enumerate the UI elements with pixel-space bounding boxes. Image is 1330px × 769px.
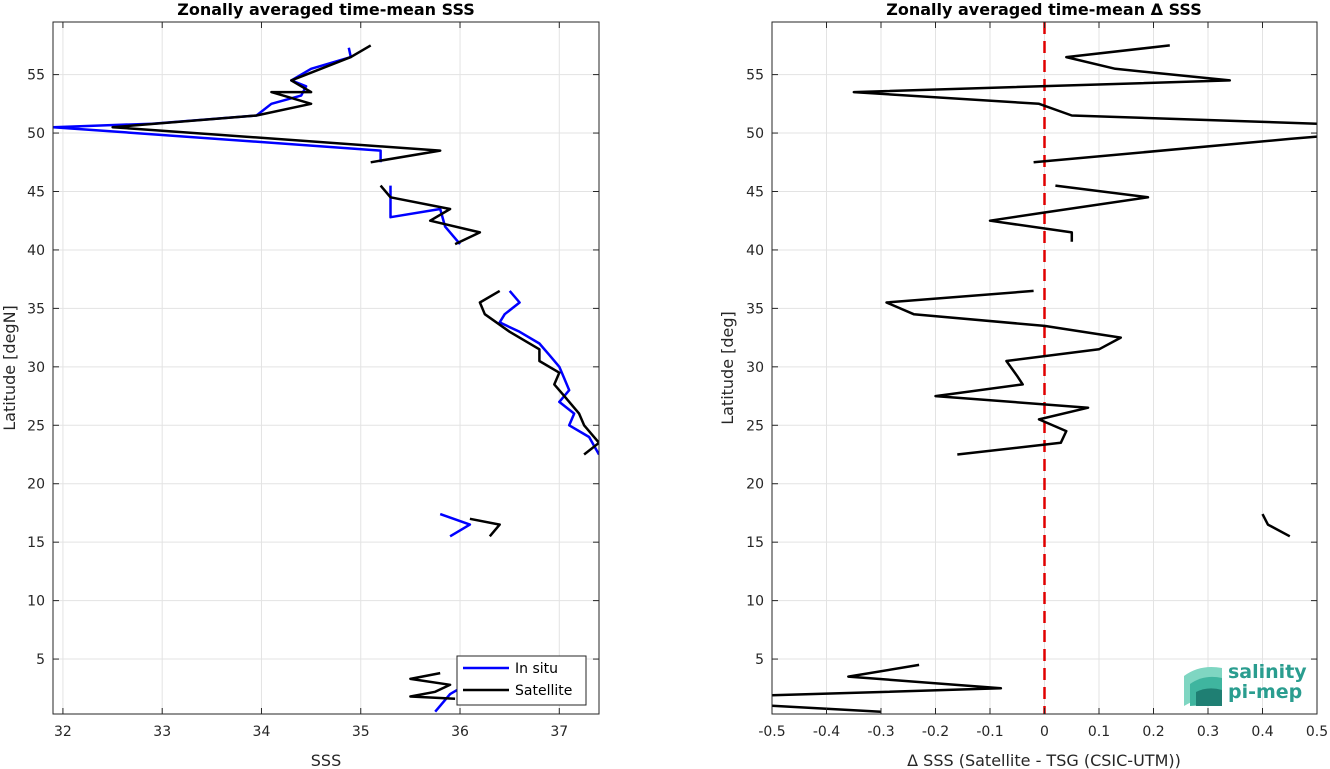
y-tick-label: 35 (27, 301, 45, 317)
left-axes-background (53, 22, 599, 714)
right-chart-title: Zonally averaged time-mean Δ SSS (886, 0, 1202, 19)
y-tick-label: 20 (746, 477, 764, 493)
x-tick-label: -0.1 (976, 724, 1003, 740)
y-tick-label: 15 (27, 535, 45, 551)
x-tick-label: 0.5 (1306, 724, 1328, 740)
in-situ-series-line (439, 512, 472, 538)
satellite-series-line (478, 289, 599, 456)
x-tick-label: 37 (550, 724, 568, 740)
y-tick-label: 20 (27, 477, 45, 493)
left-y-axis-label: Latitude [degN] (0, 305, 19, 431)
in-situ-series-line (53, 47, 382, 163)
delta-series-line (1261, 513, 1291, 538)
in-situ-series-line (498, 290, 599, 456)
right-x-axis-label: Δ SSS (Satellite - TSG (CSIC-UTM)) (907, 751, 1181, 769)
right-ticks: -0.5 -0.4 -0.3 -0.2 -0.1 0 0.1 0.2 0.3 0.4 0.5 5 10 1… (746, 22, 1328, 740)
y-tick-label: 30 (27, 360, 45, 376)
y-tick-label: 25 (27, 418, 45, 434)
delta-series-line (885, 289, 1123, 456)
y-tick-label: 30 (746, 360, 764, 376)
x-tick-label: 36 (451, 724, 469, 740)
left-panel: 32 33 34 35 36 37 5 10 15 20 25 30 35 40 45 50 55 Zonall… (0, 0, 600, 769)
left-ticks: 32 33 34 35 36 37 5 10 15 20 25 30 35 40 45 50 55 (27, 22, 599, 740)
y-tick-label: 5 (755, 652, 764, 668)
left-lines (53, 44, 599, 713)
delta-series-line (772, 663, 1003, 697)
x-tick-label: 32 (54, 724, 72, 740)
satellite-series-line (469, 517, 501, 538)
left-x-axis-label: SSS (311, 751, 341, 769)
x-tick-label: 0.2 (1142, 724, 1164, 740)
x-tick-label: 35 (352, 724, 370, 740)
delta-series-line (852, 44, 1317, 125)
legend-in-situ-label: In situ (515, 661, 558, 677)
right-panel: -0.5 -0.4 -0.3 -0.2 -0.1 0 0.1 0.2 0.3 0.4 0.5 5 10 1… (718, 0, 1328, 769)
logo-text-line1: salinity (1228, 661, 1307, 683)
y-tick-label: 35 (746, 301, 764, 317)
left-axes-box (52, 21, 600, 715)
y-tick-label: 40 (27, 243, 45, 259)
x-tick-label: 0.1 (1088, 724, 1110, 740)
y-tick-label: 5 (36, 652, 45, 668)
y-tick-label: 10 (27, 594, 45, 610)
legend: In situ Satellite (456, 655, 587, 706)
salinity-pi-mep-logo: salinity pi-mep (1184, 661, 1307, 706)
right-y-axis-label: Latitude [deg] (718, 311, 737, 425)
y-tick-label: 15 (746, 535, 764, 551)
x-tick-label: 0.4 (1251, 724, 1273, 740)
y-tick-label: 55 (27, 68, 45, 84)
x-tick-label: -0.3 (867, 724, 894, 740)
y-tick-label: 40 (746, 243, 764, 259)
x-tick-label: 34 (253, 724, 271, 740)
y-tick-label: 45 (27, 184, 45, 200)
satellite-series-line (111, 44, 442, 164)
right-lines (772, 44, 1317, 713)
logo-text-line2: pi-mep (1228, 681, 1302, 703)
y-tick-label: 45 (746, 184, 764, 200)
satellite-series-line (409, 671, 456, 701)
satellite-series-line (379, 184, 482, 246)
x-tick-label: 33 (153, 724, 171, 740)
delta-series-line (988, 184, 1150, 242)
y-tick-label: 55 (746, 68, 764, 84)
delta-series-line (1033, 135, 1317, 164)
y-tick-label: 25 (746, 418, 764, 434)
y-tick-label: 50 (746, 126, 764, 142)
legend-box (456, 655, 587, 706)
left-chart-title: Zonally averaged time-mean SSS (177, 0, 475, 19)
legend-satellite-label: Satellite (515, 683, 572, 699)
x-tick-label: -0.4 (813, 724, 840, 740)
x-tick-label: 0 (1040, 724, 1049, 740)
y-tick-label: 10 (746, 594, 764, 610)
x-tick-label: -0.2 (922, 724, 949, 740)
y-tick-label: 50 (27, 126, 45, 142)
x-tick-label: 0.3 (1197, 724, 1219, 740)
x-tick-label: -0.5 (758, 724, 785, 740)
logo-wave-front (1196, 688, 1222, 706)
